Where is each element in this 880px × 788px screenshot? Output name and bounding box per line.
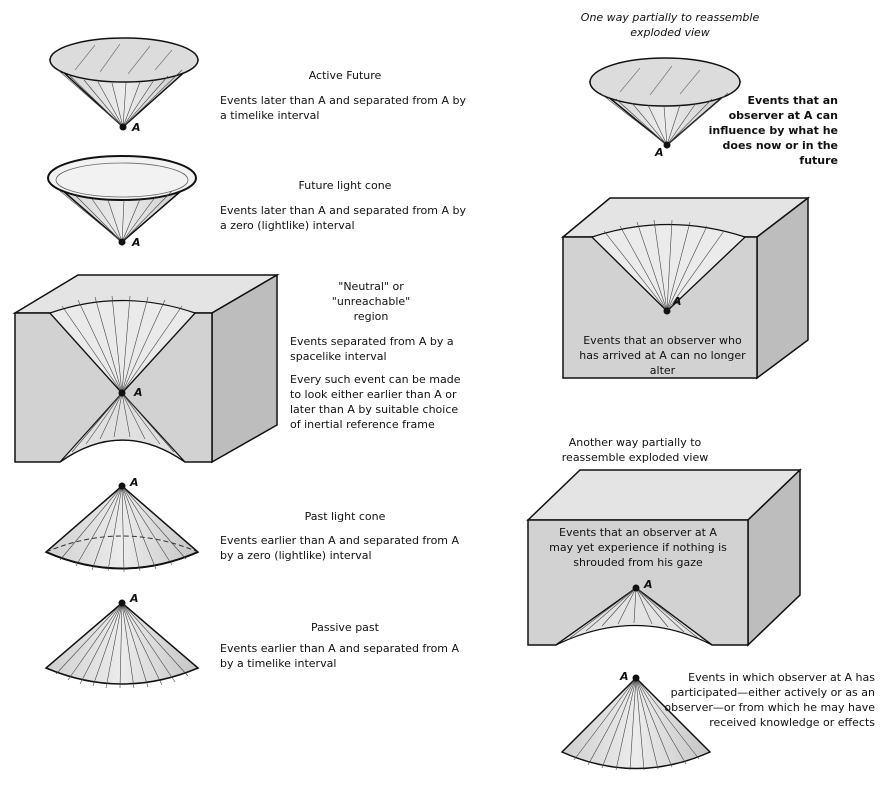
reassemble-future-cone <box>588 57 742 149</box>
reassemble-heading-2: Another way partially to reassemble expl… <box>561 436 709 464</box>
vertex-label: A <box>134 386 143 399</box>
reassemble-cone-text-2: Events in which observer at A has partic… <box>664 671 875 729</box>
event-a-dot <box>663 307 671 315</box>
event-a-dot <box>118 238 126 246</box>
reassemble-past-cone <box>560 674 712 771</box>
reassemble-block-text-2: Events that an observer at A may yet exp… <box>549 526 727 569</box>
vertex-label: A <box>655 146 664 159</box>
active-future-title: Active Future <box>308 69 382 82</box>
neutral-region-title: "Neutral" or "unreachable" region <box>331 280 411 323</box>
reassemble-upper-block <box>560 196 811 380</box>
reassemble-cone-text-1: Events that an observer at A can influen… <box>708 94 838 167</box>
event-a-dot <box>118 389 126 397</box>
passive-past-desc: Events earlier than A and separated from… <box>220 642 460 670</box>
vertex-label: A <box>130 476 139 489</box>
passive-past-cone <box>44 599 200 689</box>
event-a-dot <box>118 599 126 607</box>
active-future-desc: Events later than A and separated from A… <box>220 94 466 122</box>
event-a-dot <box>119 123 127 131</box>
event-a-dot <box>118 482 126 490</box>
future-light-cone <box>47 155 197 246</box>
reassemble-heading-1: One way partially to reassemble exploded… <box>580 11 760 39</box>
event-a-dot <box>663 141 671 149</box>
neutral-region-desc2: Every such event can be made to look eit… <box>290 373 461 431</box>
future-light-cone-desc: Events later than A and separated from A… <box>220 204 466 232</box>
event-a-dot <box>632 584 640 592</box>
vertex-label: A <box>644 578 653 591</box>
vertex-label: A <box>132 236 141 249</box>
event-a-dot <box>632 674 640 682</box>
vertex-label: A <box>620 670 629 683</box>
neutral-region-block <box>12 273 280 464</box>
vertex-label: A <box>132 121 141 134</box>
passive-past-title: Passive past <box>311 621 379 634</box>
reassemble-block-text-1: Events that an observer who has arrived … <box>579 334 746 377</box>
future-light-cone-title: Future light cone <box>298 179 392 192</box>
active-future-cone <box>48 37 200 131</box>
past-light-cone-title: Past light cone <box>304 510 386 523</box>
vertex-label: A <box>673 295 682 308</box>
neutral-region-desc1: Events separated from A by a spacelike i… <box>290 335 454 363</box>
reassemble-lower-block <box>526 468 802 647</box>
past-light-cone <box>44 482 200 573</box>
vertex-label: A <box>130 592 139 605</box>
past-light-cone-desc: Events earlier than A and separated from… <box>220 534 460 562</box>
